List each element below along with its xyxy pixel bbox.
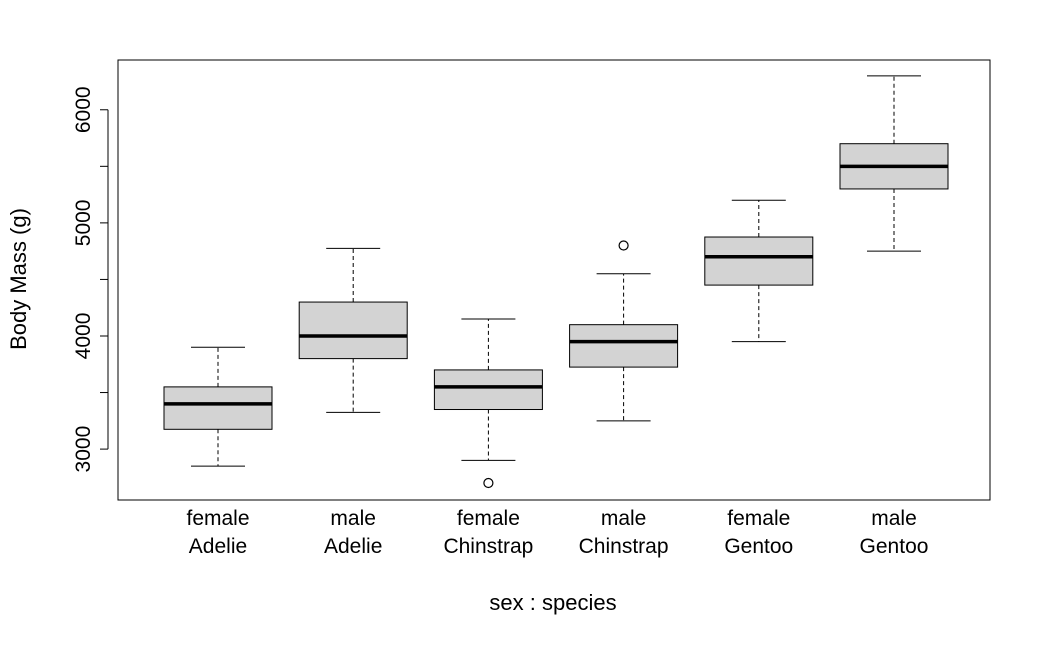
box-group [704, 199, 814, 343]
boxes-layer [163, 75, 949, 489]
y-tick-label: 5000 [72, 200, 95, 247]
plot-frame [117, 59, 991, 501]
box-group [163, 346, 273, 467]
iqr-box [569, 324, 679, 368]
outlier-point [618, 240, 629, 251]
outlier-point [483, 477, 494, 489]
x-category-label-species: Adelie [189, 535, 247, 558]
x-category-label-species: Chinstrap [443, 535, 533, 558]
iqr-box [163, 386, 273, 430]
iqr-box [704, 236, 814, 286]
x-category-label-sex: female [457, 507, 520, 530]
x-category-label-species: Chinstrap [579, 535, 669, 558]
x-category-label-sex: male [330, 507, 376, 530]
box-group [569, 240, 679, 422]
y-tick-label: 3000 [72, 426, 95, 473]
x-category-label-species: Gentoo [724, 535, 793, 558]
box-group [298, 247, 408, 413]
x-category-label-species: Gentoo [860, 535, 929, 558]
box-group [839, 75, 949, 252]
y-tick-label: 6000 [72, 86, 95, 133]
x-category-label-species: Adelie [324, 535, 382, 558]
iqr-box [433, 369, 543, 411]
box-group [433, 318, 543, 489]
x-category-labels: female Adelie male Adelie female Chinstrap mal… [186, 507, 928, 558]
x-category-label-sex: female [727, 507, 790, 530]
x-axis-title: sex : species [489, 590, 616, 615]
y-axis: 3000 4000 5000 6000 [72, 86, 109, 473]
y-axis-title: Body Mass (g) [6, 208, 31, 350]
x-category-label-sex: male [601, 507, 647, 530]
y-tick-label: 4000 [72, 313, 95, 360]
x-category-label-sex: female [186, 507, 249, 530]
iqr-box [298, 301, 408, 360]
x-category-label-sex: male [871, 507, 917, 530]
